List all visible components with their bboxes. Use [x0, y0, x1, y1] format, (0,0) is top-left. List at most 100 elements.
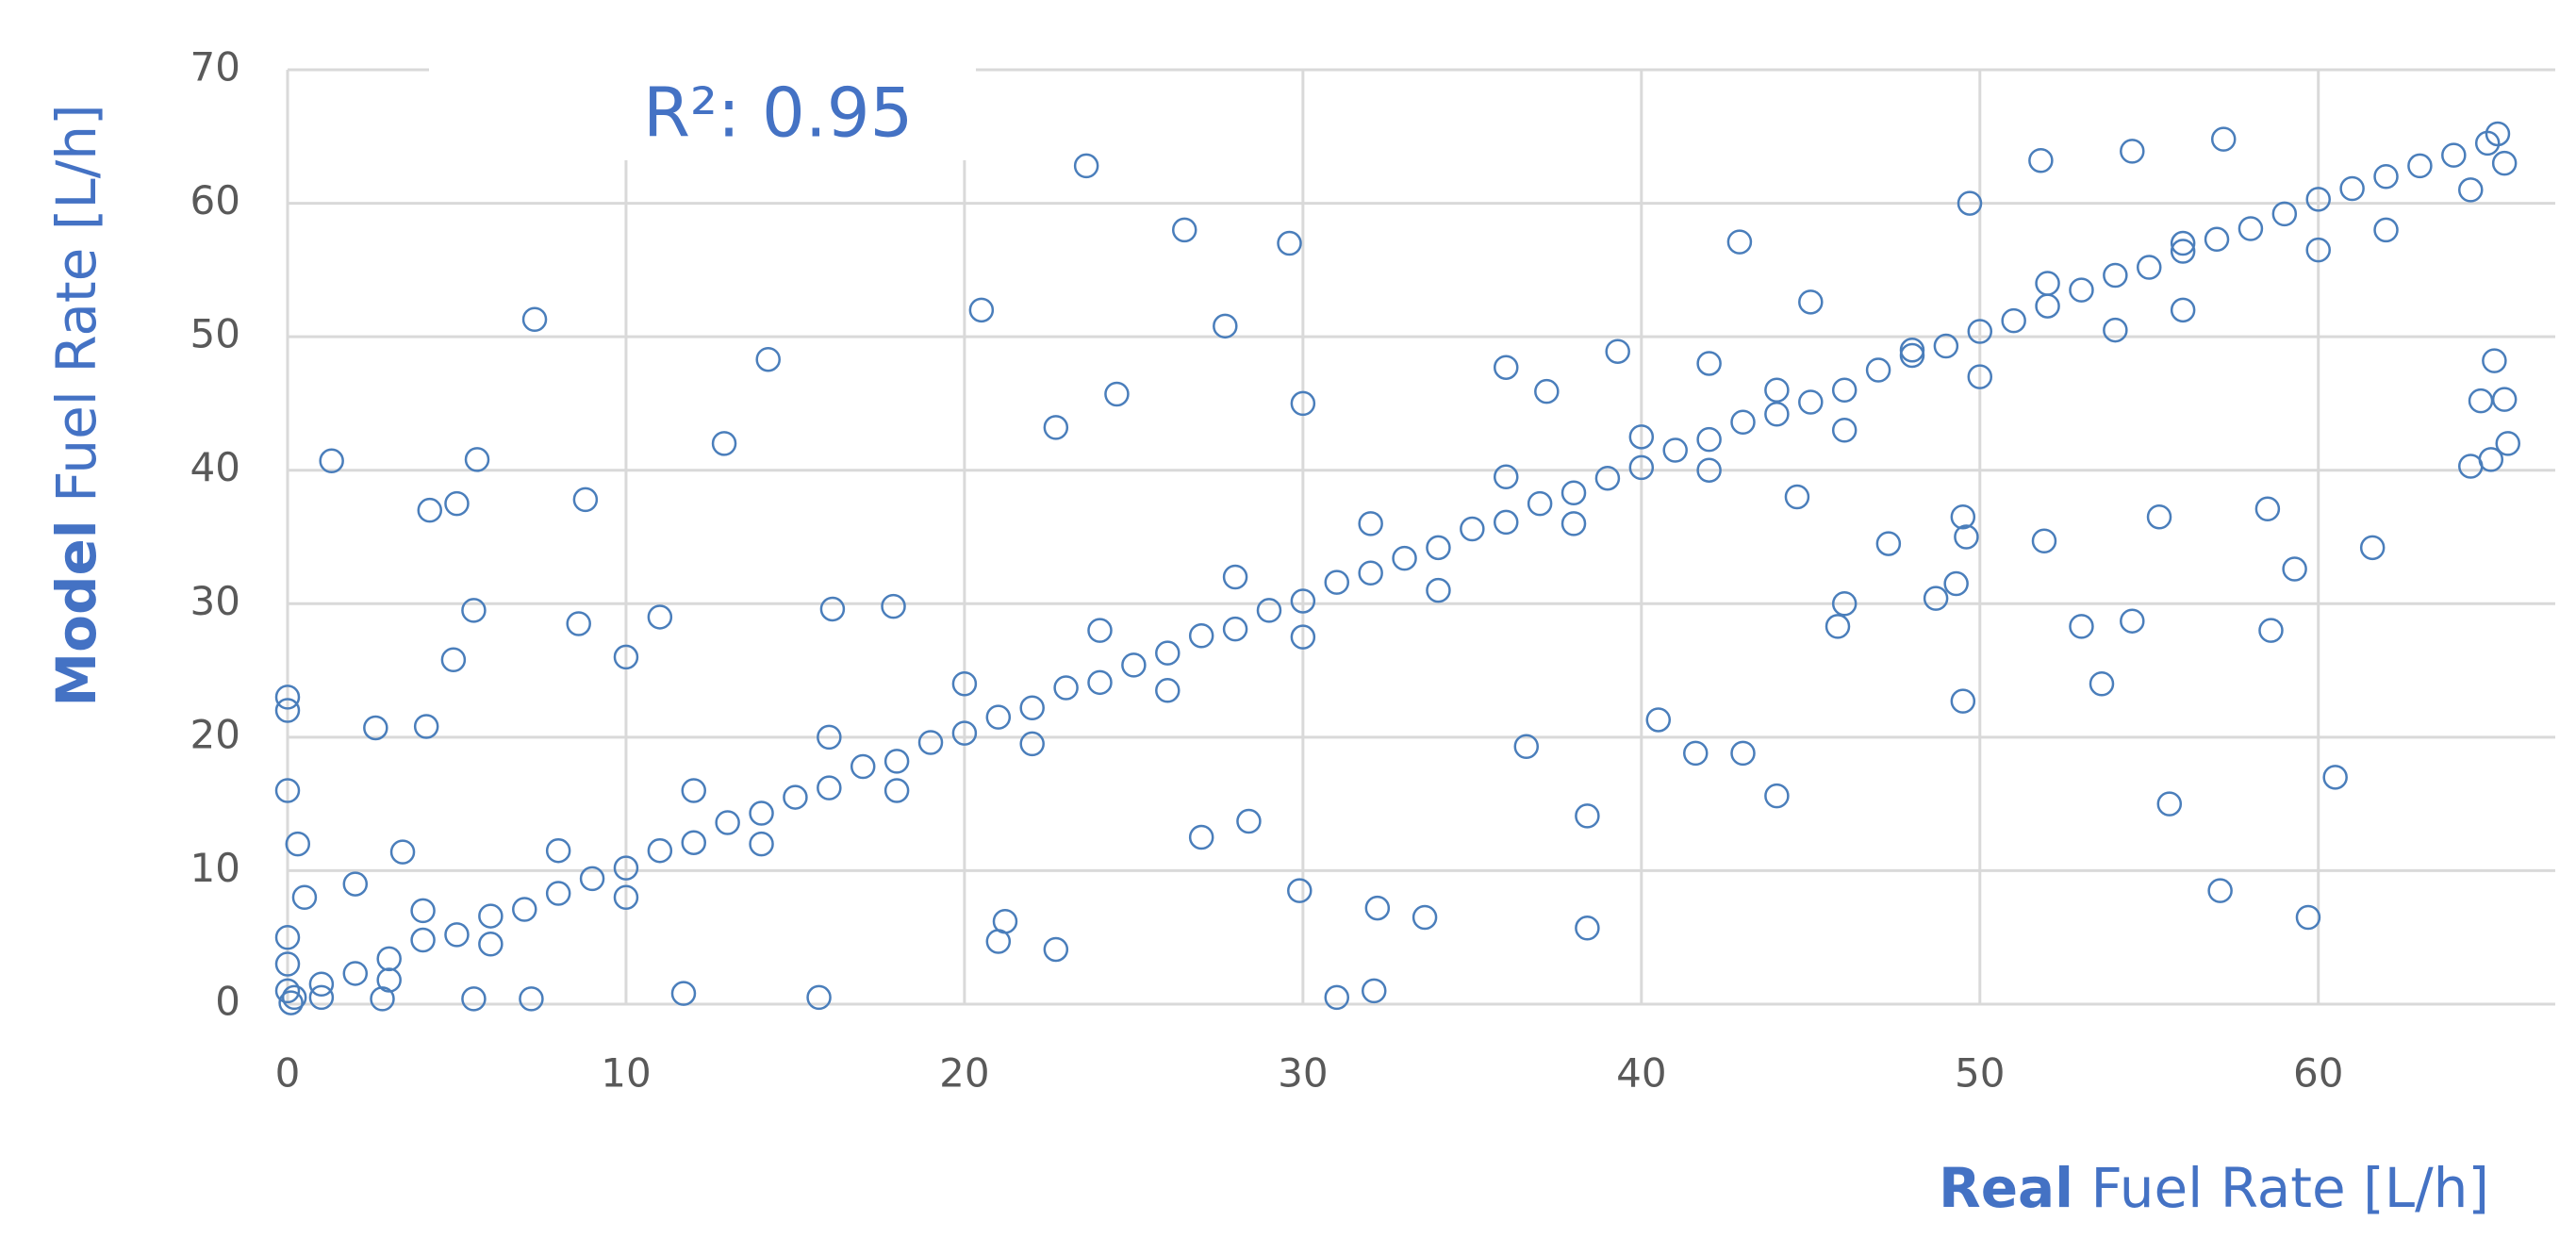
point — [1683, 740, 1709, 767]
point — [376, 946, 402, 972]
y-tick-label: 10 — [190, 845, 240, 891]
x-tick-label: 10 — [601, 1050, 651, 1097]
point — [376, 967, 402, 993]
point — [1073, 153, 1099, 179]
point — [2305, 237, 2331, 263]
x-tick-label: 30 — [1278, 1050, 1328, 1097]
point — [1493, 464, 1519, 490]
point — [783, 784, 808, 810]
point — [1426, 577, 1451, 603]
y-tick-label: 60 — [190, 177, 240, 223]
point — [478, 903, 504, 929]
point — [1290, 624, 1316, 650]
point — [1256, 598, 1282, 623]
point — [817, 775, 842, 800]
point — [1575, 803, 1600, 829]
point — [2468, 388, 2494, 414]
y-tick-label: 70 — [190, 44, 240, 91]
point — [917, 730, 944, 755]
point — [951, 670, 978, 697]
point — [2069, 277, 2094, 303]
point — [281, 984, 307, 1011]
point — [512, 897, 537, 922]
point — [2491, 150, 2518, 176]
point — [951, 720, 978, 746]
point — [1594, 465, 1621, 491]
point — [1493, 355, 1519, 380]
point — [410, 898, 436, 924]
point — [2210, 126, 2237, 152]
point — [1764, 377, 1790, 404]
point — [1290, 588, 1316, 614]
point — [883, 749, 910, 774]
y-axis-label-rest: Fuel Rate [L/h] — [44, 104, 108, 502]
x-tick-label: 20 — [939, 1050, 989, 1097]
point — [2156, 791, 2183, 817]
point — [2120, 608, 2145, 634]
point — [410, 927, 436, 953]
point — [1392, 545, 1417, 571]
point — [440, 647, 467, 672]
point — [1825, 614, 1851, 639]
point — [992, 908, 1018, 934]
point — [1412, 904, 1438, 931]
point — [274, 924, 301, 950]
point — [1121, 652, 1147, 678]
point — [1188, 623, 1214, 649]
point — [670, 981, 697, 1006]
point — [1104, 381, 1130, 407]
point — [1043, 936, 1069, 963]
point — [566, 611, 591, 636]
point — [363, 715, 388, 741]
point — [1764, 783, 1790, 809]
point — [1560, 480, 1587, 506]
point — [285, 831, 311, 857]
point — [1943, 570, 1969, 597]
point — [1213, 313, 1238, 339]
point — [2359, 535, 2386, 561]
point — [521, 306, 548, 332]
point — [1764, 402, 1790, 427]
x-tick-label: 50 — [1955, 1050, 2005, 1097]
point — [1950, 688, 1976, 714]
point — [749, 800, 774, 826]
point — [413, 714, 439, 739]
point — [1222, 564, 1248, 590]
point — [1784, 484, 1810, 510]
point — [2441, 142, 2467, 168]
point — [1287, 878, 1313, 903]
point — [681, 778, 706, 803]
point — [1662, 437, 1688, 463]
point — [2207, 878, 2233, 903]
point — [647, 604, 673, 630]
point — [1875, 531, 1902, 556]
point — [2089, 670, 2115, 697]
point — [2485, 121, 2511, 147]
y-tick-label: 20 — [190, 711, 240, 757]
x-axis-label: Real Fuel Rate [L/h] — [1939, 1156, 2489, 1220]
point — [274, 778, 301, 803]
point — [274, 685, 301, 710]
point — [2305, 187, 2331, 212]
point — [1222, 616, 1248, 642]
point — [1155, 640, 1181, 666]
point — [681, 830, 706, 855]
point — [1967, 319, 1993, 344]
point — [883, 778, 910, 803]
y-tick-label: 0 — [215, 979, 240, 1025]
x-tick-label: 0 — [275, 1050, 301, 1097]
point — [613, 644, 639, 670]
x-tick-label: 60 — [2293, 1050, 2343, 1097]
point — [308, 971, 335, 998]
point — [985, 704, 1012, 730]
point — [1628, 424, 1655, 450]
point — [1087, 618, 1113, 643]
annotation: R²: 0.95 — [643, 74, 913, 153]
point — [1798, 389, 1824, 415]
point — [1019, 695, 1045, 720]
point — [2204, 226, 2230, 253]
point — [278, 990, 304, 1015]
point — [1513, 734, 1540, 760]
point — [1628, 454, 1655, 481]
